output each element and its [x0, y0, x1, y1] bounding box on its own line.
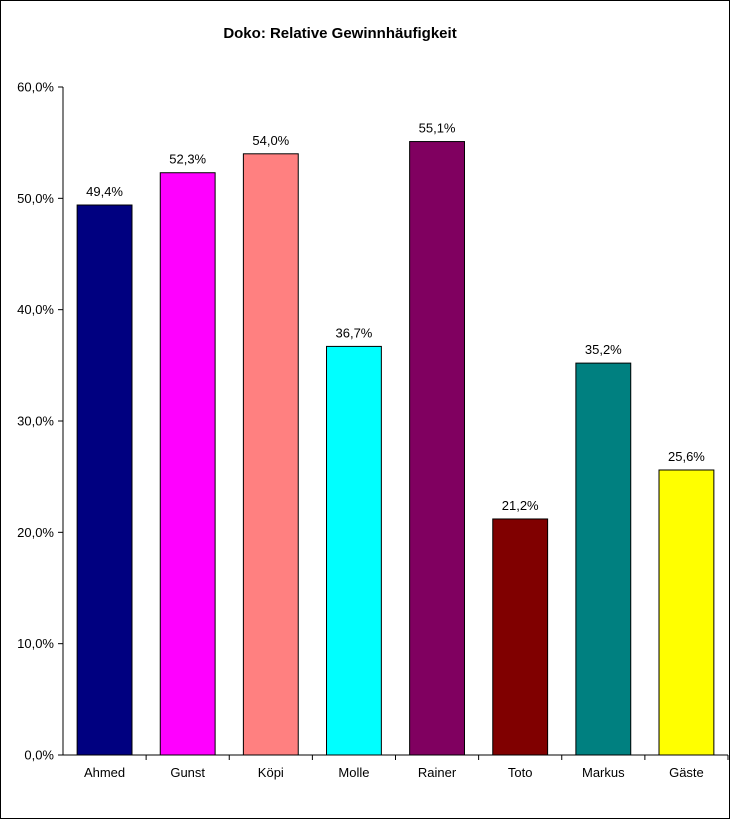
x-tick-label: Markus [582, 765, 625, 780]
chart-title: Doko: Relative Gewinnhäufigkeit [223, 25, 456, 42]
bar [326, 345, 382, 756]
bar [409, 141, 465, 756]
bars [76, 141, 715, 756]
bar [242, 153, 299, 756]
y-tick-label: 30,0% [17, 414, 54, 429]
x-tick-label: Toto [508, 765, 533, 780]
data-label: 49,4% [86, 184, 123, 199]
bar [658, 469, 715, 756]
x-tick-label: Molle [338, 765, 369, 780]
data-labels: 49,4% Ahmed 52,3% Gunst 54,0% Köpi 36,7% Molle 5… [84, 121, 705, 780]
y-tick-label: 50,0% [17, 191, 54, 206]
y-tick-label: 20,0% [17, 525, 54, 540]
y-tick-label: 60,0% [17, 80, 54, 95]
data-label: 36,7% [336, 325, 373, 340]
data-label: 21,2% [502, 498, 539, 513]
y-tick-label: 10,0% [17, 636, 54, 651]
y-tick-label: 0,0% [24, 748, 54, 763]
bar [159, 172, 216, 756]
data-label: 35,2% [585, 342, 622, 357]
x-tick-label: Rainer [418, 765, 457, 780]
data-label: 54,0% [252, 133, 289, 148]
x-tick-label: Köpi [258, 765, 284, 780]
x-tick-label: Ahmed [84, 765, 125, 780]
y-tick-label: 40,0% [17, 302, 54, 317]
data-label: 52,3% [169, 152, 206, 167]
x-tick-label: Gunst [170, 765, 205, 780]
bar [76, 204, 133, 756]
bar [575, 362, 632, 756]
data-label: 55,1% [419, 121, 456, 136]
data-label: 25,6% [668, 449, 705, 464]
bar [492, 518, 549, 756]
x-tick-label: Gäste [669, 765, 704, 780]
